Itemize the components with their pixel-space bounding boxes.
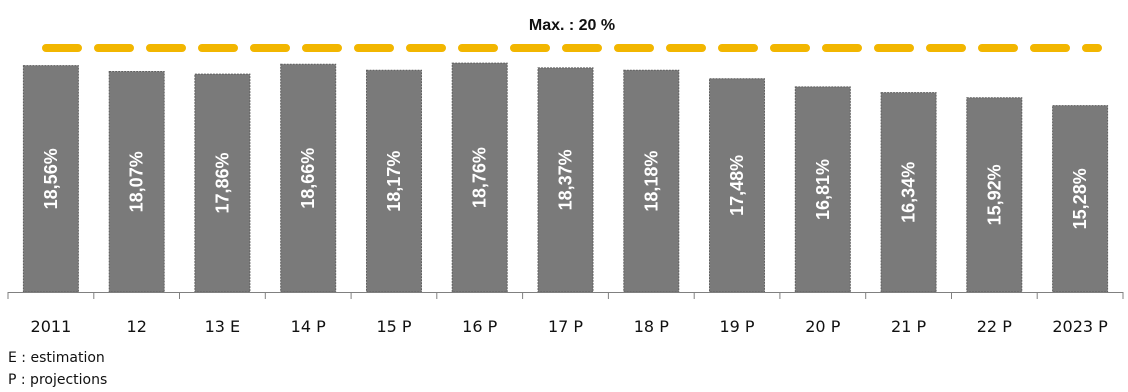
bar-6 [537, 67, 594, 293]
bar-3 [280, 63, 337, 293]
bar-value-label-1: 18,07% [127, 151, 147, 212]
x-tick-label-1: 12 [127, 317, 147, 336]
bar-value-label-4: 18,17% [384, 151, 404, 212]
bar-value-label-8: 17,48% [727, 155, 747, 216]
bar-10 [880, 92, 937, 293]
x-tick-label-9: 20 P [805, 317, 840, 336]
bar-2 [194, 73, 251, 293]
x-tick-label-8: 19 P [719, 317, 754, 336]
bar-value-label-6: 18,37% [556, 149, 576, 210]
bar-5 [451, 62, 508, 293]
bar-12 [1052, 105, 1109, 293]
max-reference-label: Max. : 20 % [529, 17, 615, 34]
bar-value-label-3: 18,66% [298, 148, 318, 209]
x-tick-label-2: 13 E [205, 317, 241, 336]
x-tick-label-12: 2023 P [1052, 317, 1108, 336]
bar-0 [22, 65, 79, 293]
bars-group: 18,56% 18,07% 17,86% 18,66% 18,17% 18,76% 18,3… [22, 62, 1109, 293]
x-tick-label-6: 17 P [548, 317, 583, 336]
bar-value-label-0: 18,56% [41, 148, 61, 209]
bar-7 [623, 69, 680, 293]
bar-value-label-11: 15,92% [984, 164, 1004, 225]
x-tick-label-11: 22 P [977, 317, 1012, 336]
x-axis: 2011 12 13 E 14 P 15 P 16 P 17 P 18 P 19 P 20 P 21… [7, 292, 1124, 336]
bar-chart: 18,56% 18,07% 17,86% 18,66% 18,17% 18,76% 18,3… [7, 17, 1124, 336]
footnotes: E : estimation P : projections [8, 347, 107, 391]
x-tick-label-10: 21 P [891, 317, 926, 336]
bar-value-label-5: 18,76% [470, 147, 490, 208]
note-projections: P : projections [8, 372, 108, 388]
bar-value-label-9: 16,81% [813, 159, 833, 220]
x-tick-label-0: 2011 [31, 317, 72, 336]
bar-value-label-2: 17,86% [212, 152, 232, 213]
x-tick-label-3: 14 P [291, 317, 326, 336]
max-reference-group: Max. : 20 % [42, 17, 1102, 52]
bar-value-label-7: 18,18% [641, 151, 661, 212]
bar-4 [366, 69, 422, 293]
note-estimation: E : estimation [8, 350, 105, 366]
bar-9 [794, 86, 851, 293]
bar-value-label-12: 15,28% [1070, 168, 1090, 229]
x-tick-label-7: 18 P [634, 317, 669, 336]
x-tick-label-4: 15 P [376, 317, 411, 336]
bar-11 [966, 97, 1023, 293]
x-tick-label-5: 16 P [462, 317, 497, 336]
bar-value-label-10: 16,34% [899, 162, 919, 223]
bar-1 [108, 71, 165, 293]
